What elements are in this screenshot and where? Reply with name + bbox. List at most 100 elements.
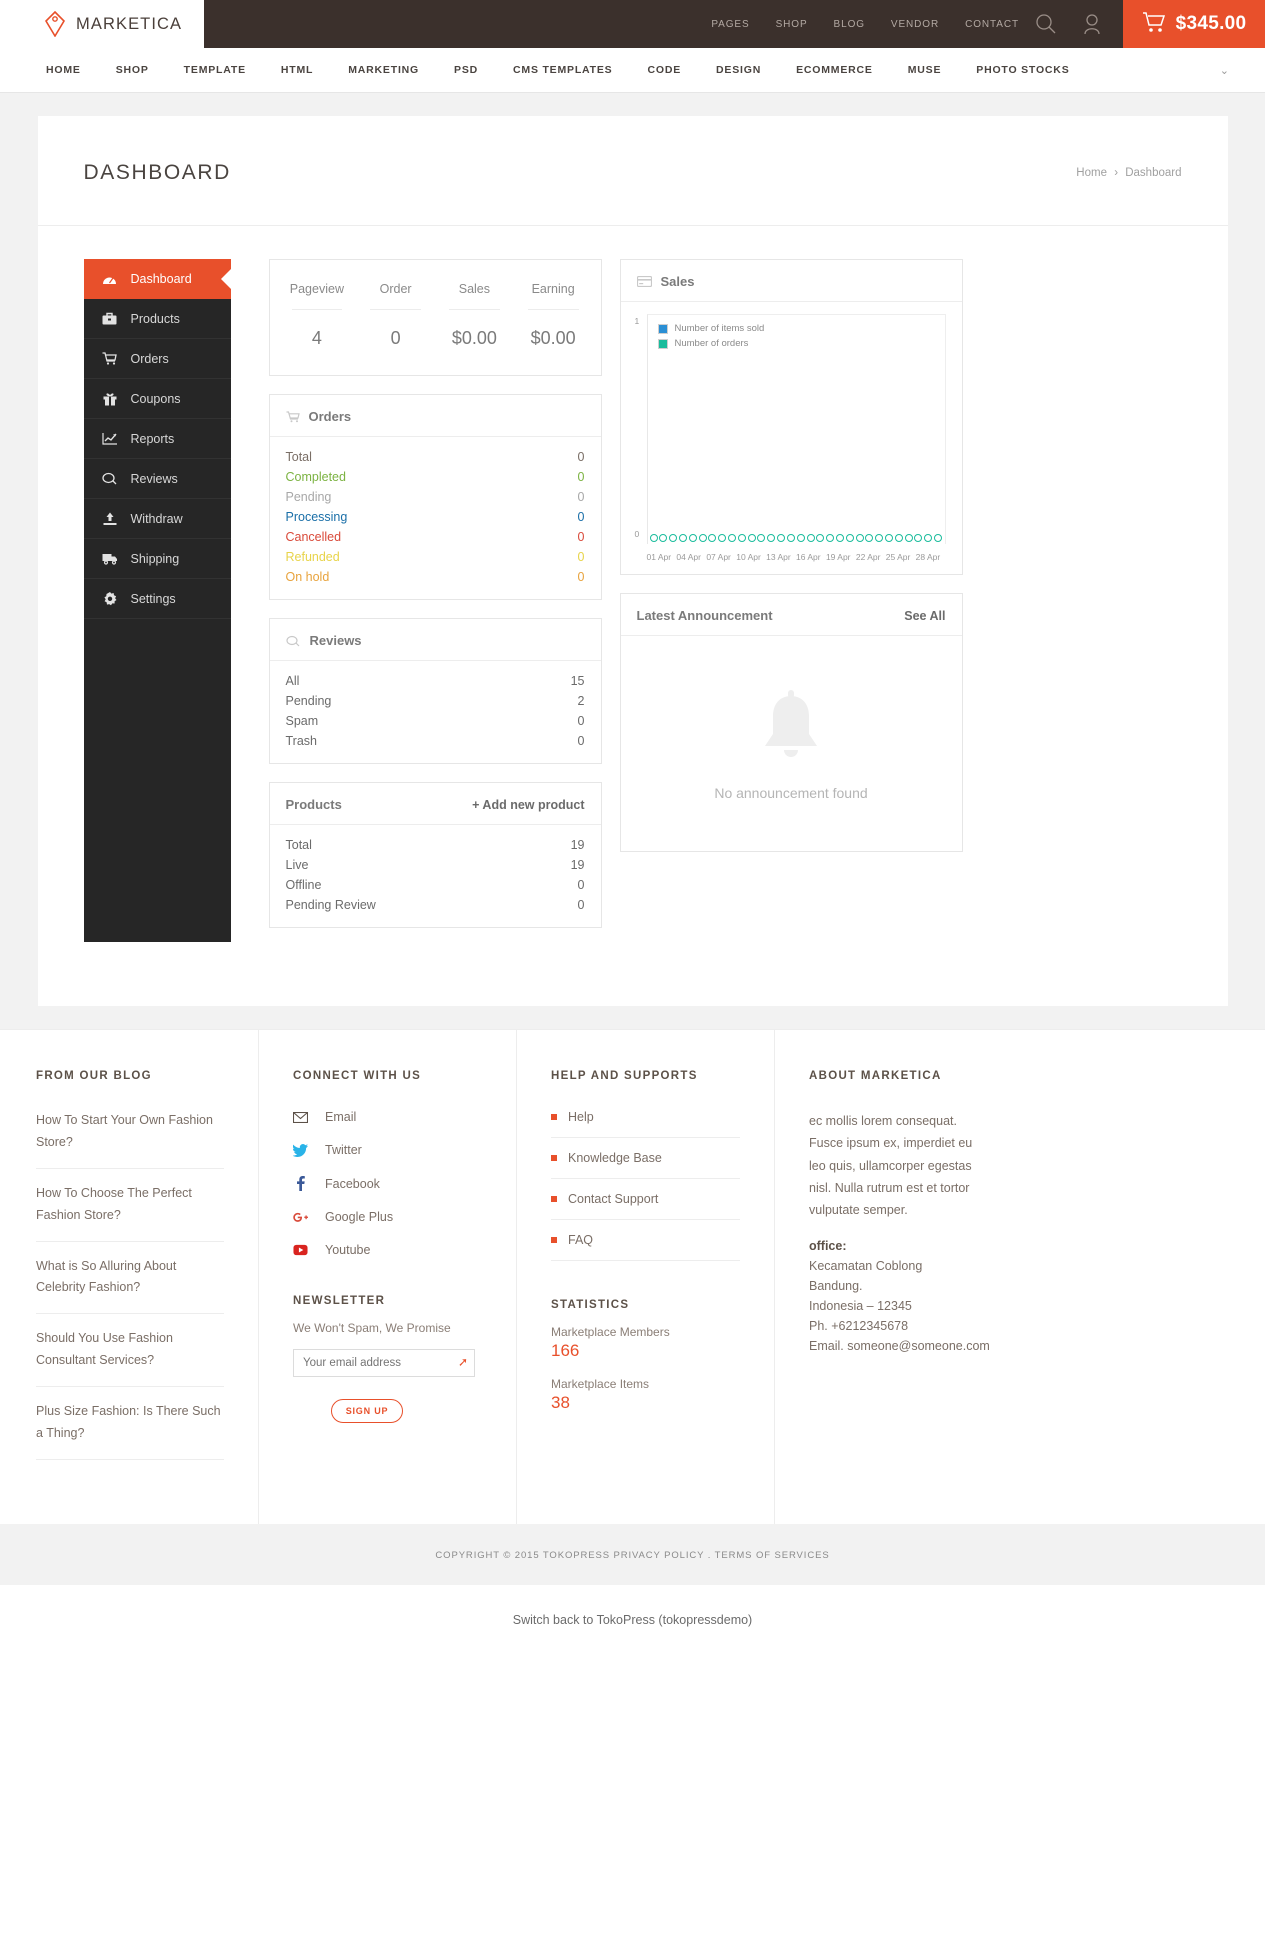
sidebar-label: Shipping — [130, 551, 180, 566]
right-column: Sales 1 0 Number of items sold — [619, 259, 963, 870]
sidebar-item-coupons[interactable]: Coupons — [83, 379, 231, 419]
help-link-faq[interactable]: FAQ — [551, 1233, 740, 1261]
add-new-product-button[interactable]: + Add new product — [472, 797, 585, 812]
product-row-total[interactable]: Total 19 — [270, 835, 601, 855]
menu-shop[interactable]: SHOP — [115, 64, 149, 76]
order-row-cancelled[interactable]: Cancelled 0 — [286, 527, 585, 547]
menu-code[interactable]: CODE — [647, 64, 682, 76]
comment-icon — [101, 472, 118, 485]
product-row-pending-review[interactable]: Pending Review 0 — [270, 895, 601, 915]
blog-post-link[interactable]: What is So Alluring About Celebrity Fash… — [36, 1256, 224, 1315]
social-link-google-plus[interactable]: Google Plus — [293, 1210, 482, 1224]
topnav-blog[interactable]: BLOG — [833, 18, 865, 30]
sidebar-item-reviews[interactable]: Reviews — [83, 459, 231, 499]
cart-button[interactable]: $345.00 — [1123, 0, 1265, 48]
blog-post-link[interactable]: How To Choose The Perfect Fashion Store? — [36, 1183, 224, 1242]
blog-post-link[interactable]: Plus Size Fashion: Is There Such a Thing… — [36, 1401, 224, 1460]
x-tick: 16 Apr — [796, 552, 821, 562]
sidebar-item-reports[interactable]: Reports — [83, 419, 231, 459]
data-point — [934, 534, 943, 542]
office-line: Kecamatan Coblong — [809, 1259, 923, 1274]
user-account-icon[interactable] — [1079, 11, 1105, 37]
sidebar-item-shipping[interactable]: Shipping — [83, 539, 231, 579]
review-value: 0 — [577, 734, 585, 748]
sidebar-filler — [83, 619, 231, 942]
menu-html[interactable]: HTML — [280, 64, 314, 76]
content-card: DASHBOARD Home › Dashboard Dashboard — [37, 116, 1228, 1006]
search-icon[interactable] — [1033, 11, 1059, 37]
help-link-knowledge-base[interactable]: Knowledge Base — [551, 1151, 740, 1179]
social-link-facebook[interactable]: Facebook — [293, 1176, 482, 1191]
legend-entry-items-sold: Number of items sold — [657, 323, 764, 334]
newsletter-email-input[interactable] — [293, 1349, 475, 1377]
social-link-email[interactable]: Email — [293, 1110, 482, 1124]
reviews-rows: All 15 Pending 2 Spam 0 Trash — [270, 661, 601, 763]
order-row-total[interactable]: Total 0 — [286, 447, 585, 467]
switch-back-link[interactable]: Switch back to TokoPress (tokopressdemo) — [0, 1584, 1265, 1661]
see-all-button[interactable]: See All — [904, 608, 946, 623]
menu-template[interactable]: TEMPLATE — [183, 64, 246, 76]
social-label: Twitter — [325, 1143, 362, 1157]
send-arrow-icon[interactable]: ➚ — [457, 1355, 468, 1369]
order-row-on-hold[interactable]: On hold 0 — [286, 567, 585, 587]
sidebar-item-settings[interactable]: Settings — [83, 579, 231, 619]
stat-order: Order 0 — [356, 282, 435, 349]
data-point — [796, 534, 805, 542]
menu-ecommerce[interactable]: ECOMMERCE — [796, 64, 873, 76]
sidebar-item-withdraw[interactable]: Withdraw — [83, 499, 231, 539]
statistics-heading: STATISTICS — [551, 1299, 630, 1311]
help-link-contact-support[interactable]: Contact Support — [551, 1192, 740, 1220]
review-row-spam[interactable]: Spam 0 — [286, 711, 585, 731]
sidebar-item-dashboard[interactable]: Dashboard — [83, 259, 231, 299]
review-value: 2 — [577, 694, 585, 708]
stat-divider — [449, 309, 500, 310]
sales-chart: 1 0 Number of items sold — [621, 302, 962, 574]
data-point — [688, 534, 697, 542]
order-row-completed[interactable]: Completed 0 — [286, 467, 585, 487]
review-row-pending[interactable]: Pending 2 — [286, 691, 585, 711]
menu-home[interactable]: HOME — [46, 64, 81, 76]
cart-amount: $345.00 — [1175, 13, 1247, 34]
blog-post-link[interactable]: How To Start Your Own Fashion Store? — [36, 1110, 224, 1169]
review-row-trash[interactable]: Trash 0 — [286, 731, 585, 751]
data-point — [855, 534, 864, 542]
review-label: Pending — [285, 694, 332, 708]
review-row-all[interactable]: All 15 — [286, 671, 585, 691]
about-office-block: office: Kecamatan Coblong Bandung. Indon… — [809, 1236, 1231, 1356]
topnav-pages[interactable]: PAGES — [711, 18, 750, 30]
signup-button[interactable]: SIGN UP — [331, 1399, 403, 1423]
data-point — [914, 534, 923, 542]
sidebar-label: Orders — [130, 351, 169, 366]
social-link-twitter[interactable]: Twitter — [293, 1143, 482, 1157]
order-label: Processing — [285, 510, 348, 524]
topnav-vendor[interactable]: VENDOR — [890, 18, 940, 30]
social-label: Youtube — [325, 1243, 371, 1257]
review-label: Trash — [285, 734, 318, 748]
order-row-refunded[interactable]: Refunded 0 — [286, 547, 585, 567]
blog-post-link[interactable]: Should You Use Fashion Consultant Servic… — [36, 1328, 224, 1387]
breadcrumb-home[interactable]: Home — [1076, 167, 1107, 179]
chevron-down-icon[interactable]: ⌄ — [1219, 64, 1229, 77]
menu-psd[interactable]: PSD — [454, 64, 479, 76]
social-link-youtube[interactable]: Youtube — [293, 1243, 482, 1257]
topnav-shop[interactable]: SHOP — [775, 18, 808, 30]
menu-muse[interactable]: MUSE — [907, 64, 942, 76]
sidebar-item-products[interactable]: Products — [83, 299, 231, 339]
menu-design[interactable]: DESIGN — [716, 64, 762, 76]
order-row-pending[interactable]: Pending 0 — [286, 487, 585, 507]
envelope-icon — [293, 1111, 308, 1123]
social-label: Facebook — [325, 1176, 380, 1191]
site-footer: FROM OUR BLOG How To Start Your Own Fash… — [0, 1029, 1265, 1524]
copyright-bar: COPYRIGHT © 2015 TOKOPRESS PRIVACY POLIC… — [0, 1523, 1265, 1585]
menu-photo-stocks[interactable]: PHOTO STOCKS — [976, 64, 1070, 76]
topnav-contact[interactable]: CONTACT — [965, 18, 1019, 30]
product-row-live[interactable]: Live 19 — [270, 855, 601, 875]
sidebar-item-orders[interactable]: Orders — [83, 339, 231, 379]
menu-cms-templates[interactable]: CMS TEMPLATES — [513, 64, 613, 76]
help-link-help[interactable]: Help — [551, 1110, 740, 1138]
menu-marketing[interactable]: MARKETING — [348, 64, 420, 76]
logo[interactable]: MARKETICA — [0, 0, 204, 48]
legend-swatch — [657, 338, 668, 349]
product-row-offline[interactable]: Offline 0 — [270, 875, 601, 895]
order-row-processing[interactable]: Processing 0 — [286, 507, 585, 527]
